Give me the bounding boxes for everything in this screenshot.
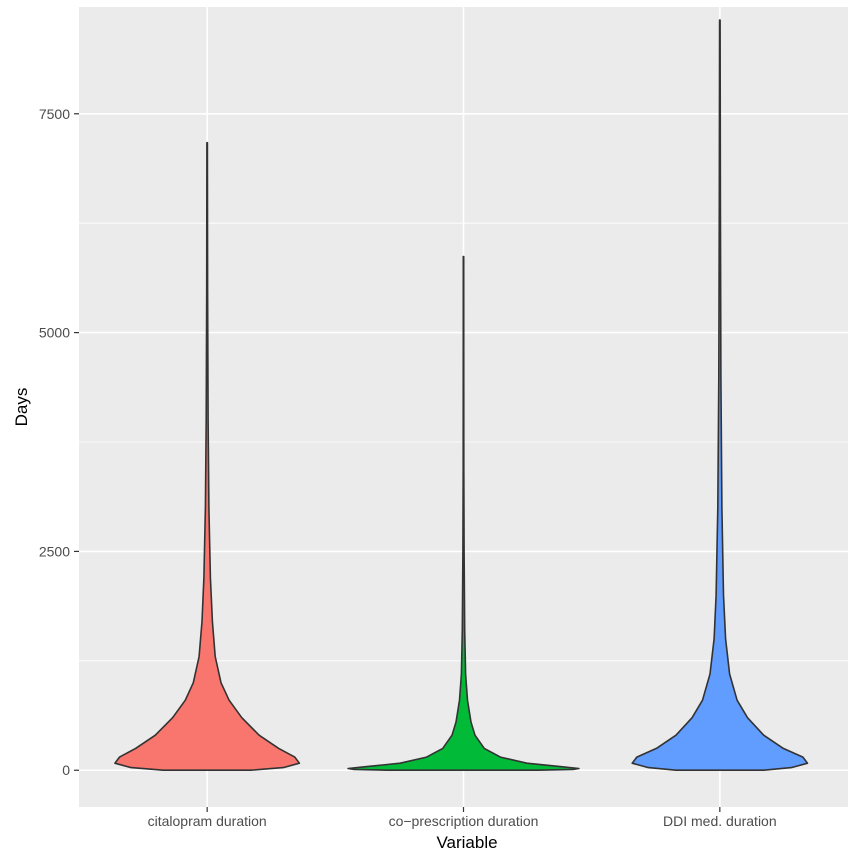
violins <box>114 19 809 771</box>
x-axis-title: Variable <box>436 833 497 852</box>
violin-1 <box>347 255 580 771</box>
y-tick-label: 2500 <box>39 543 70 559</box>
violin-0 <box>114 141 301 771</box>
y-tick-label: 0 <box>62 762 70 778</box>
y-tick-label: 5000 <box>39 325 70 341</box>
x-axis: citalopram duration co−prescription durat… <box>148 807 777 829</box>
x-tick-label: co−prescription duration <box>389 813 539 829</box>
y-tick-label: 7500 <box>39 106 70 122</box>
x-tick-label: citalopram duration <box>148 813 267 829</box>
x-tick-label: DDI med. duration <box>663 813 777 829</box>
violin-2 <box>631 19 809 771</box>
y-axis-title: Days <box>12 388 31 427</box>
y-axis: 0 2500 5000 7500 <box>39 106 79 778</box>
